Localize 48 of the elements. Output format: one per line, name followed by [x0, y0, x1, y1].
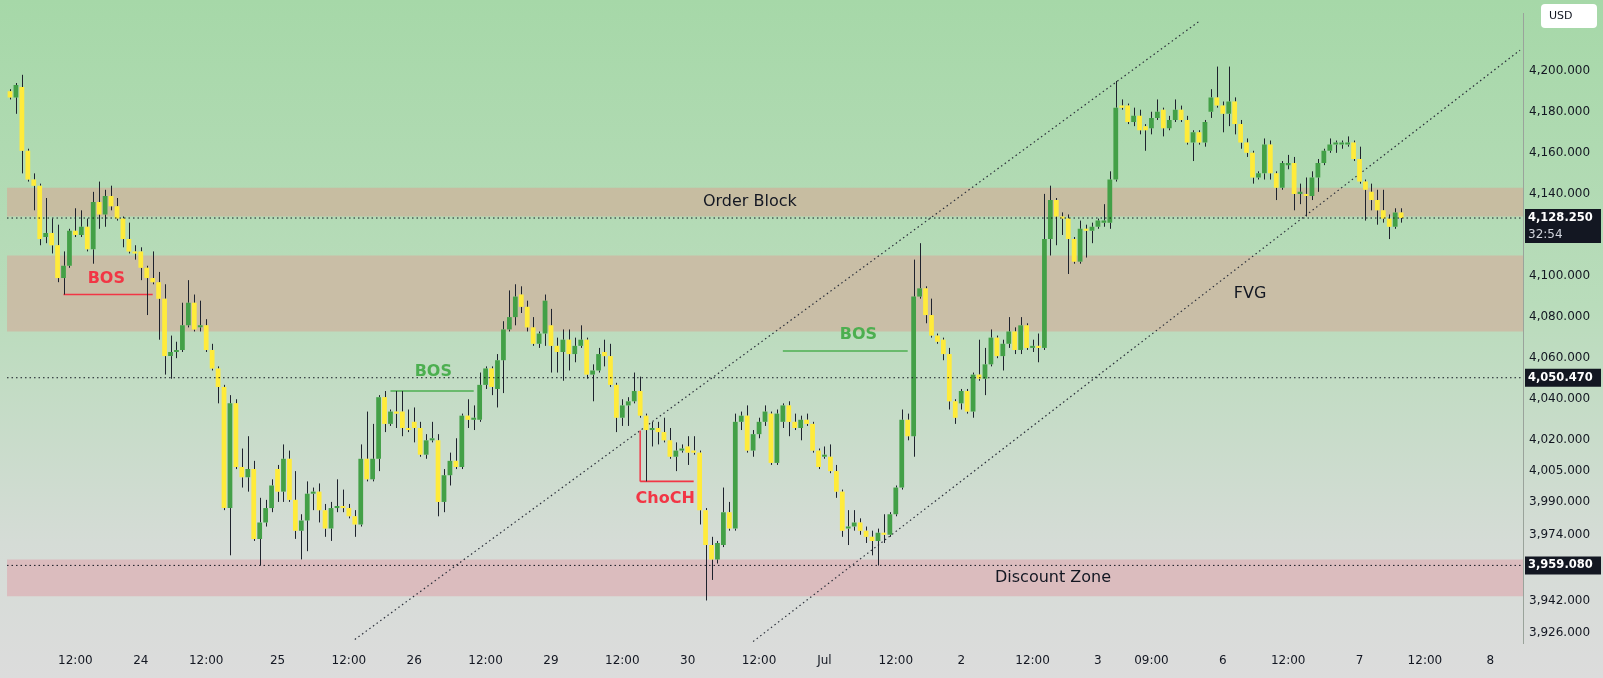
annotation: BOS: [87, 267, 125, 287]
x-tick-label: 12:00: [1270, 652, 1306, 667]
x-tick-label: 12:00: [605, 652, 640, 667]
y-tick-label: 4,020.000: [1529, 432, 1591, 447]
x-tick-label: 12:00: [58, 652, 93, 667]
x-tick-label: 29: [543, 652, 559, 667]
annotation: BOS: [414, 361, 452, 381]
ref-line-label: 4,128.250: [1528, 210, 1593, 225]
y-tick-label: 3,990.000: [1529, 494, 1591, 509]
y-tick-label: 3,942.000: [1529, 592, 1591, 607]
y-tick-label: 4,040.000: [1529, 391, 1591, 406]
text: 32:54: [1528, 227, 1563, 242]
x-tick-label: 12:00: [878, 652, 914, 667]
y-tick-label: 4,180.000: [1529, 103, 1591, 118]
x-tick-label: 7: [1355, 652, 1364, 667]
x-tick-label: 3: [1094, 652, 1102, 667]
annotation: ChoCH: [635, 487, 695, 507]
x-tick-label: 6: [1218, 652, 1227, 667]
ref-line-label: 3,959.080: [1528, 557, 1593, 572]
x-tick-label: 25: [269, 652, 286, 667]
y-tick-label: 4,005.000: [1529, 463, 1591, 478]
x-tick-label: 30: [680, 652, 696, 667]
x-tick-label: 12:00: [188, 652, 224, 667]
x-tick-label: Jul: [816, 652, 832, 667]
y-tick-label: 3,974.000: [1529, 526, 1591, 541]
x-tick-label: 12:00: [1015, 652, 1050, 667]
y-tick-label: 4,140.000: [1529, 186, 1591, 201]
x-tick-label: 12:00: [741, 652, 777, 667]
x-tick-label: 8: [1486, 652, 1495, 667]
x-tick-label: 26: [406, 652, 422, 667]
x-tick-label: 24: [133, 652, 149, 667]
x-tick-label: 2: [957, 652, 966, 667]
ref-line-label: 4,050.470: [1528, 369, 1593, 384]
band-label: FVG: [1233, 282, 1267, 302]
x-tick-label: 09:00: [1134, 652, 1169, 667]
y-tick-label: 3,926.000: [1529, 625, 1591, 640]
x-tick-label: 12:00: [1407, 652, 1443, 667]
y-tick-label: 4,200.000: [1529, 62, 1591, 77]
annotation: BOS: [839, 324, 878, 344]
x-tick-label: 12:00: [331, 652, 367, 667]
y-tick-label: 4,060.000: [1529, 350, 1591, 365]
band-label: Discount Zone: [995, 567, 1112, 587]
x-tick-label: 12:00: [468, 652, 503, 667]
band-label: Order Block: [702, 191, 798, 211]
y-tick-label: 4,160.000: [1529, 144, 1591, 159]
y-tick-label: 4,080.000: [1529, 309, 1591, 324]
y-tick-label: 4,100.000: [1529, 268, 1591, 283]
y-axis-title: USD: [1541, 4, 1597, 28]
